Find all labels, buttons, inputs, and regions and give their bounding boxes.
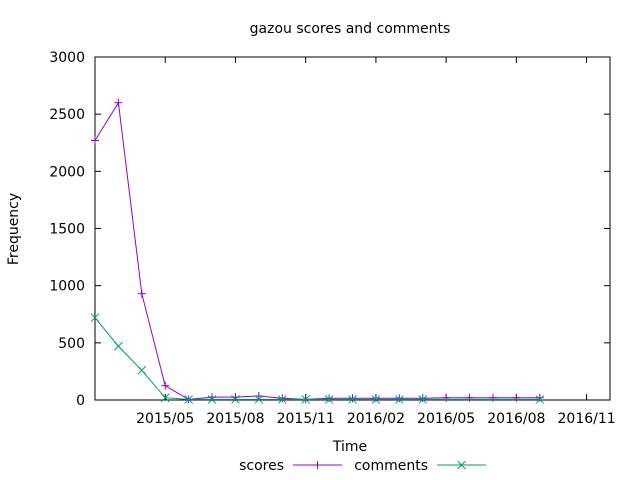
x-tick-label: 2015/11	[277, 411, 335, 427]
y-axis-label: Frequency	[6, 193, 22, 265]
data-point-comments	[394, 395, 404, 404]
legend-label: scores	[239, 458, 284, 474]
data-point-scores	[512, 393, 521, 402]
data-point-comments	[254, 395, 264, 404]
y-tick-label: 0	[76, 393, 85, 409]
legend-item-scores: scores	[239, 458, 342, 474]
data-point-comments	[184, 395, 193, 404]
data-point-comments	[418, 395, 428, 404]
series-comments	[90, 313, 545, 404]
y-axis: 0 500 1000 1500 2000 2500 3000	[49, 50, 610, 409]
data-point-scores	[161, 381, 170, 390]
legend-item-comments: comments	[354, 458, 486, 474]
data-point-scores	[348, 394, 357, 403]
x-axis: 2015/05 2015/08 2015/11 2016/02 2016/05 2016/…	[136, 57, 616, 427]
data-point-scores	[535, 393, 544, 402]
x-tick-label: 2015/08	[206, 411, 264, 427]
x-tick-label: 2016/02	[347, 411, 405, 427]
y-tick-label: 1000	[49, 279, 85, 295]
data-point-comments	[371, 395, 381, 404]
chart-title: gazou scores and comments	[250, 21, 451, 37]
legend-marker	[313, 461, 322, 469]
data-point-scores	[488, 393, 497, 402]
data-point-comments	[90, 313, 100, 323]
plot-area-frame	[94, 56, 611, 401]
x-tick-label: 2016/08	[487, 411, 545, 427]
data-point-comments	[535, 395, 545, 404]
x-tick-label: 2015/05	[136, 411, 194, 427]
data-point-comments	[324, 395, 334, 404]
y-tick-label: 2000	[49, 164, 85, 180]
data-point-scores	[91, 136, 99, 145]
data-point-scores	[442, 393, 451, 402]
series-layer	[90, 98, 545, 404]
data-point-comments	[114, 341, 123, 351]
y-tick-label: 3000	[49, 50, 85, 66]
series-scores	[91, 98, 544, 404]
data-point-comments	[160, 393, 170, 403]
data-point-scores	[254, 391, 263, 400]
x-tick-label: 2016/11	[558, 411, 616, 427]
y-tick-label: 1500	[49, 222, 85, 238]
data-point-scores	[418, 394, 427, 403]
data-point-comments	[277, 395, 287, 404]
x-tick-label: 2016/05	[417, 411, 475, 427]
legend-marker	[457, 460, 466, 470]
data-point-scores	[371, 394, 380, 403]
data-point-comments	[207, 395, 217, 404]
data-point-comments	[301, 395, 311, 404]
series-line-comments	[94, 317, 540, 400]
series-line-scores	[94, 101, 540, 400]
data-point-scores	[465, 393, 474, 402]
data-point-scores	[137, 289, 146, 298]
y-tick-label: 500	[58, 336, 85, 352]
legend-label: comments	[354, 458, 428, 474]
data-point-scores	[278, 394, 287, 403]
data-point-comments	[231, 395, 240, 404]
legend: scores comments	[239, 458, 486, 474]
data-point-scores	[114, 98, 123, 107]
y-tick-label: 2500	[49, 107, 85, 123]
data-point-comments	[348, 395, 357, 404]
data-point-scores	[395, 394, 404, 403]
data-point-comments	[137, 365, 147, 375]
x-axis-label: Time	[332, 439, 367, 455]
data-point-scores	[325, 394, 334, 403]
